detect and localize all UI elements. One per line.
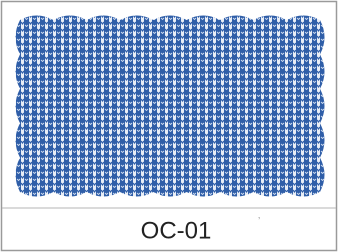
fabric-swatch [16, 16, 325, 197]
swatch-card: OC-01 ’ [0, 0, 338, 252]
swatch-label: OC-01 [141, 217, 212, 244]
mark: ’ [258, 216, 260, 227]
